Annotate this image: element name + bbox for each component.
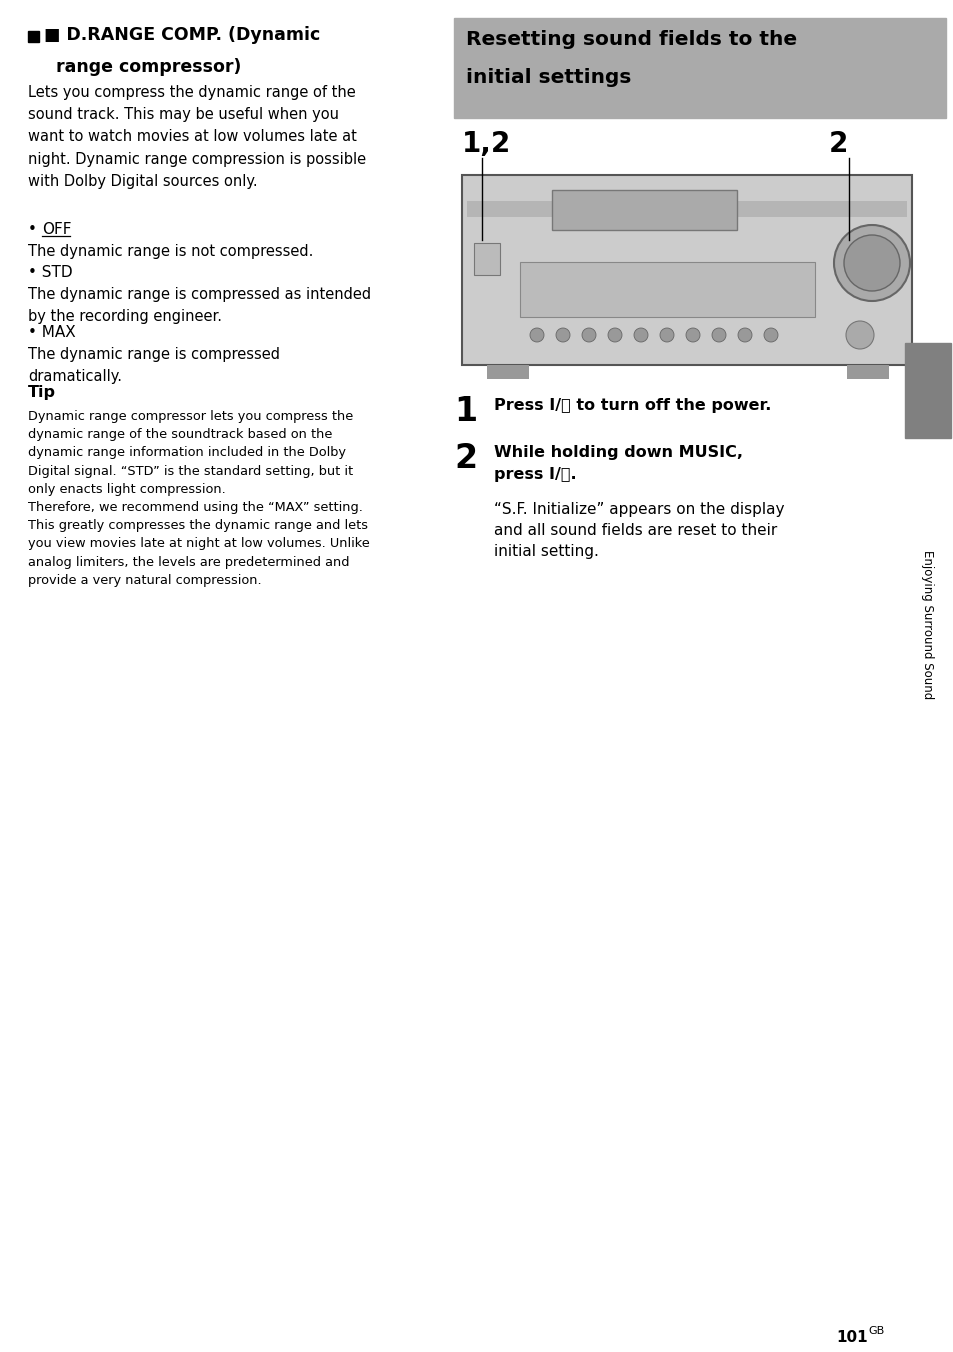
Circle shape [530,329,543,342]
Text: Press I/⏻ to turn off the power.: Press I/⏻ to turn off the power. [494,397,771,412]
Circle shape [607,329,621,342]
Text: While holding down MUSIC,: While holding down MUSIC, [494,445,742,460]
Bar [552,191,737,230]
Text: 2: 2 [828,130,847,158]
Circle shape [843,235,899,291]
Text: range compressor): range compressor) [56,58,241,76]
Text: OFF: OFF [42,222,71,237]
Circle shape [738,329,751,342]
Text: Dynamic range compressor lets you compress the
dynamic range of the soundtrack b: Dynamic range compressor lets you compre… [28,410,370,587]
Text: Enjoying Surround Sound: Enjoying Surround Sound [921,550,934,699]
Bar [28,31,39,42]
Text: 1,2: 1,2 [461,130,511,158]
Circle shape [845,320,873,349]
Bar [461,174,911,365]
Bar [846,365,888,379]
Circle shape [763,329,778,342]
Text: The dynamic range is not compressed.: The dynamic range is not compressed. [28,243,313,260]
Text: ■ D.RANGE COMP. (Dynamic: ■ D.RANGE COMP. (Dynamic [44,26,320,45]
Bar [474,243,499,274]
Circle shape [711,329,725,342]
Text: GB: GB [867,1326,883,1336]
Text: press I/⏻.: press I/⏻. [494,466,576,483]
Bar [454,18,945,118]
Bar [486,365,529,379]
Circle shape [581,329,596,342]
Bar [519,262,814,316]
Text: The dynamic range is compressed as intended
by the recording engineer.: The dynamic range is compressed as inten… [28,287,371,324]
Text: 101: 101 [836,1330,867,1345]
Text: initial settings: initial settings [465,68,631,87]
Bar [467,201,906,218]
Text: The dynamic range is compressed
dramatically.: The dynamic range is compressed dramatic… [28,347,280,384]
Circle shape [659,329,673,342]
Text: 2: 2 [454,442,476,475]
Text: Resetting sound fields to the: Resetting sound fields to the [465,30,797,49]
Text: • STD: • STD [28,265,72,280]
Bar [904,343,950,438]
Text: Lets you compress the dynamic range of the
sound track. This may be useful when : Lets you compress the dynamic range of t… [28,85,366,189]
Circle shape [685,329,700,342]
Circle shape [634,329,647,342]
Text: 1: 1 [454,395,476,429]
Text: Tip: Tip [28,385,56,400]
Text: •: • [28,222,42,237]
Text: “S.F. Initialize” appears on the display
and all sound fields are reset to their: “S.F. Initialize” appears on the display… [494,502,783,558]
Text: • MAX: • MAX [28,324,75,339]
Circle shape [556,329,569,342]
Circle shape [833,224,909,301]
